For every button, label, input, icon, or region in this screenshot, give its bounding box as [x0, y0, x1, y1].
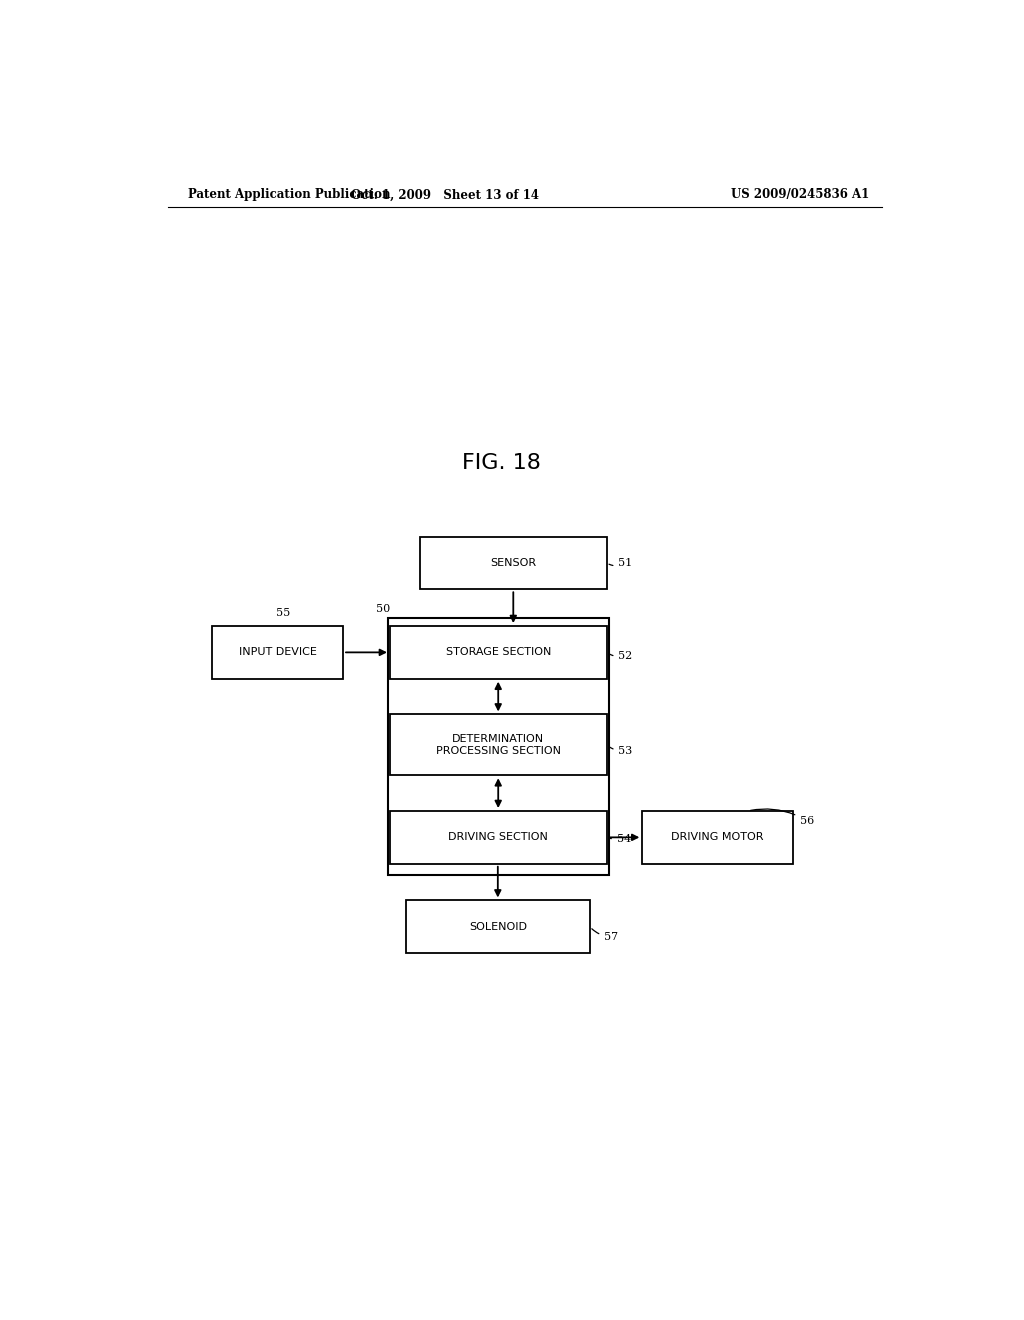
Text: Oct. 1, 2009   Sheet 13 of 14: Oct. 1, 2009 Sheet 13 of 14 — [351, 189, 540, 202]
Bar — [406, 900, 590, 953]
Text: 56: 56 — [751, 809, 814, 826]
Text: 54: 54 — [609, 834, 631, 845]
Bar — [212, 626, 343, 678]
Bar — [390, 714, 606, 775]
Text: 53: 53 — [608, 746, 633, 756]
Text: SENSOR: SENSOR — [490, 558, 537, 568]
Text: FIG. 18: FIG. 18 — [462, 453, 541, 474]
Text: SOLENOID: SOLENOID — [469, 921, 526, 932]
Text: 50: 50 — [376, 603, 390, 614]
Text: INPUT DEVICE: INPUT DEVICE — [239, 647, 316, 657]
Bar — [420, 536, 606, 589]
Text: DRIVING MOTOR: DRIVING MOTOR — [672, 833, 764, 842]
Text: STORAGE SECTION: STORAGE SECTION — [445, 647, 551, 657]
Bar — [387, 618, 609, 875]
Bar — [642, 810, 793, 863]
Text: 57: 57 — [592, 929, 618, 942]
Text: 51: 51 — [609, 558, 633, 568]
Text: DRIVING SECTION: DRIVING SECTION — [449, 833, 548, 842]
Text: DETERMINATION
PROCESSING SECTION: DETERMINATION PROCESSING SECTION — [436, 734, 561, 756]
Text: Patent Application Publication: Patent Application Publication — [187, 189, 390, 202]
Bar — [390, 626, 606, 678]
Bar — [390, 810, 606, 863]
Text: 55: 55 — [275, 607, 290, 618]
Text: 52: 52 — [609, 652, 633, 661]
Text: US 2009/0245836 A1: US 2009/0245836 A1 — [731, 189, 869, 202]
